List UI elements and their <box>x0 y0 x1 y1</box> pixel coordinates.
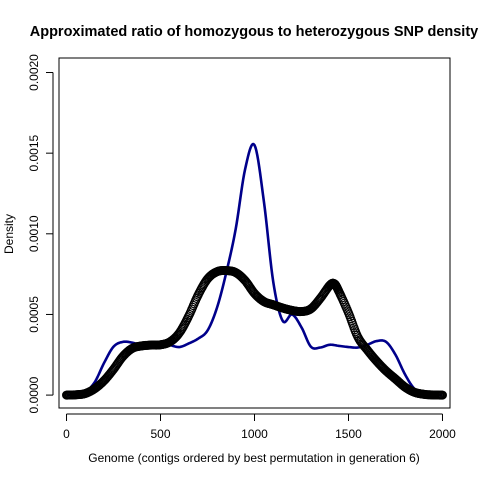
series-layer <box>62 142 447 400</box>
x-axis-label: Genome (contigs ordered by best permutat… <box>88 451 420 465</box>
plot-frame <box>58 57 451 409</box>
y-tick-label: 0.0015 <box>27 134 41 171</box>
y-tick-label: 0.0010 <box>27 215 41 252</box>
data-point <box>437 390 447 400</box>
y-axis: 0.0000 0.0005 0.0010 0.0015 0.0020 <box>27 54 54 413</box>
x-tick-label: 1500 <box>335 427 362 441</box>
x-tick-label: 0 <box>63 427 70 441</box>
point-series <box>62 266 447 400</box>
y-tick-label: 0.0005 <box>27 296 41 333</box>
x-tick-label: 1000 <box>241 427 268 441</box>
x-tick-label: 2000 <box>429 427 456 441</box>
y-tick-label: 0.0000 <box>27 376 41 413</box>
y-tick-label: 0.0020 <box>27 54 41 91</box>
x-axis: 0 500 1000 1500 2000 <box>63 413 456 441</box>
y-axis-label: Density <box>2 214 16 254</box>
chart-title: Approximated ratio of homozygous to hete… <box>30 24 478 40</box>
x-tick-label: 500 <box>150 427 170 441</box>
